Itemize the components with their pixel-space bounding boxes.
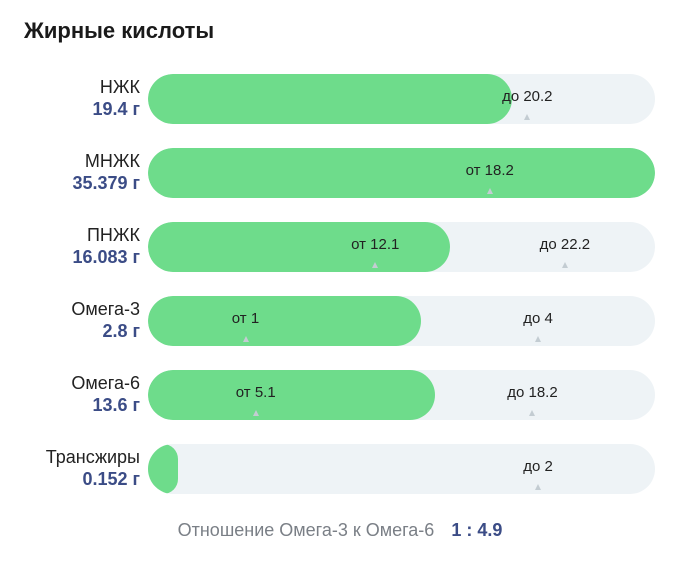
row-label: ПНЖК 16.083 г — [0, 224, 140, 268]
chart-row: ПНЖК 16.083 г от 12.1 до 22.2 — [0, 222, 680, 274]
norm-marker-label: до 2 — [523, 458, 553, 475]
chart-title: Жирные кислоты — [24, 18, 215, 43]
norm-marker-pointer — [252, 410, 259, 416]
row-value: 13.6 г — [92, 395, 140, 415]
row-label: МНЖК 35.379 г — [0, 150, 140, 194]
row-value: 35.379 г — [72, 173, 140, 193]
row-name: НЖК — [99, 77, 140, 97]
row-label: Омега-3 2.8 г — [0, 298, 140, 342]
bar-fill — [148, 296, 421, 346]
norm-marker-pointer — [486, 188, 493, 194]
bar-track: до 20.2 — [148, 74, 655, 124]
bar-track: от 1 до 4 — [148, 296, 655, 346]
norm-marker-pointer — [372, 262, 379, 268]
row-value: 2.8 г — [102, 321, 140, 341]
bar-track: от 5.1 до 18.2 — [148, 370, 655, 420]
norm-marker-label: до 4 — [523, 310, 553, 327]
norm-marker-pointer — [242, 336, 249, 342]
row-label: Трансжиры 0.152 г — [0, 446, 140, 490]
bar-fill — [148, 370, 436, 420]
row-name: Омега-6 — [71, 373, 140, 393]
row-label: НЖК 19.4 г — [0, 76, 140, 120]
bar-track: до 2 — [148, 444, 655, 494]
norm-marker-label: от 12.1 — [351, 236, 400, 253]
row-value: 16.083 г — [72, 247, 140, 267]
row-name: ПНЖК — [86, 225, 140, 245]
bar-fill — [148, 444, 178, 494]
row-name: Трансжиры — [45, 447, 140, 467]
norm-marker-label: от 18.2 — [465, 162, 514, 179]
bar-fill — [148, 222, 450, 272]
norm-marker-pointer — [535, 336, 541, 342]
row-name: Омега-3 — [71, 299, 140, 319]
chart-row: НЖК 19.4 г до 20.2 — [0, 74, 680, 126]
bar-fill — [148, 148, 655, 198]
norm-marker-pointer — [524, 114, 531, 120]
chart-row: Омега-6 13.6 г от 5.1 до 18.2 — [0, 370, 680, 422]
bar-track: от 12.1 до 22.2 — [148, 222, 655, 272]
omega-ratio-label: Отношение Омега-3 к Омега-6 — [177, 520, 435, 540]
chart-row: МНЖК 35.379 г от 18.2 — [0, 148, 680, 200]
row-label: Омега-6 13.6 г — [0, 372, 140, 416]
bar-fill — [148, 74, 513, 124]
norm-marker-pointer — [561, 262, 568, 268]
bar-track: от 18.2 — [148, 148, 655, 198]
norm-marker-label: до 20.2 — [502, 88, 553, 105]
row-value: 0.152 г — [82, 469, 140, 489]
chart-row: Трансжиры 0.152 г до 2 — [0, 444, 680, 496]
chart-row: Омега-3 2.8 г от 1 до 4 — [0, 296, 680, 348]
norm-marker-label: от 1 — [231, 310, 260, 327]
norm-marker-label: до 18.2 — [507, 384, 558, 401]
omega-ratio: Отношение Омега-3 к Омега-6 1 : 4.9 — [0, 520, 680, 541]
row-name: МНЖК — [84, 151, 140, 171]
row-value: 19.4 г — [92, 99, 140, 119]
norm-marker-label: до 22.2 — [539, 236, 591, 253]
norm-marker-pointer — [529, 410, 536, 416]
norm-marker-label: от 5.1 — [235, 384, 276, 401]
omega-ratio-value: 1 : 4.9 — [451, 520, 503, 540]
norm-marker-pointer — [535, 484, 541, 490]
